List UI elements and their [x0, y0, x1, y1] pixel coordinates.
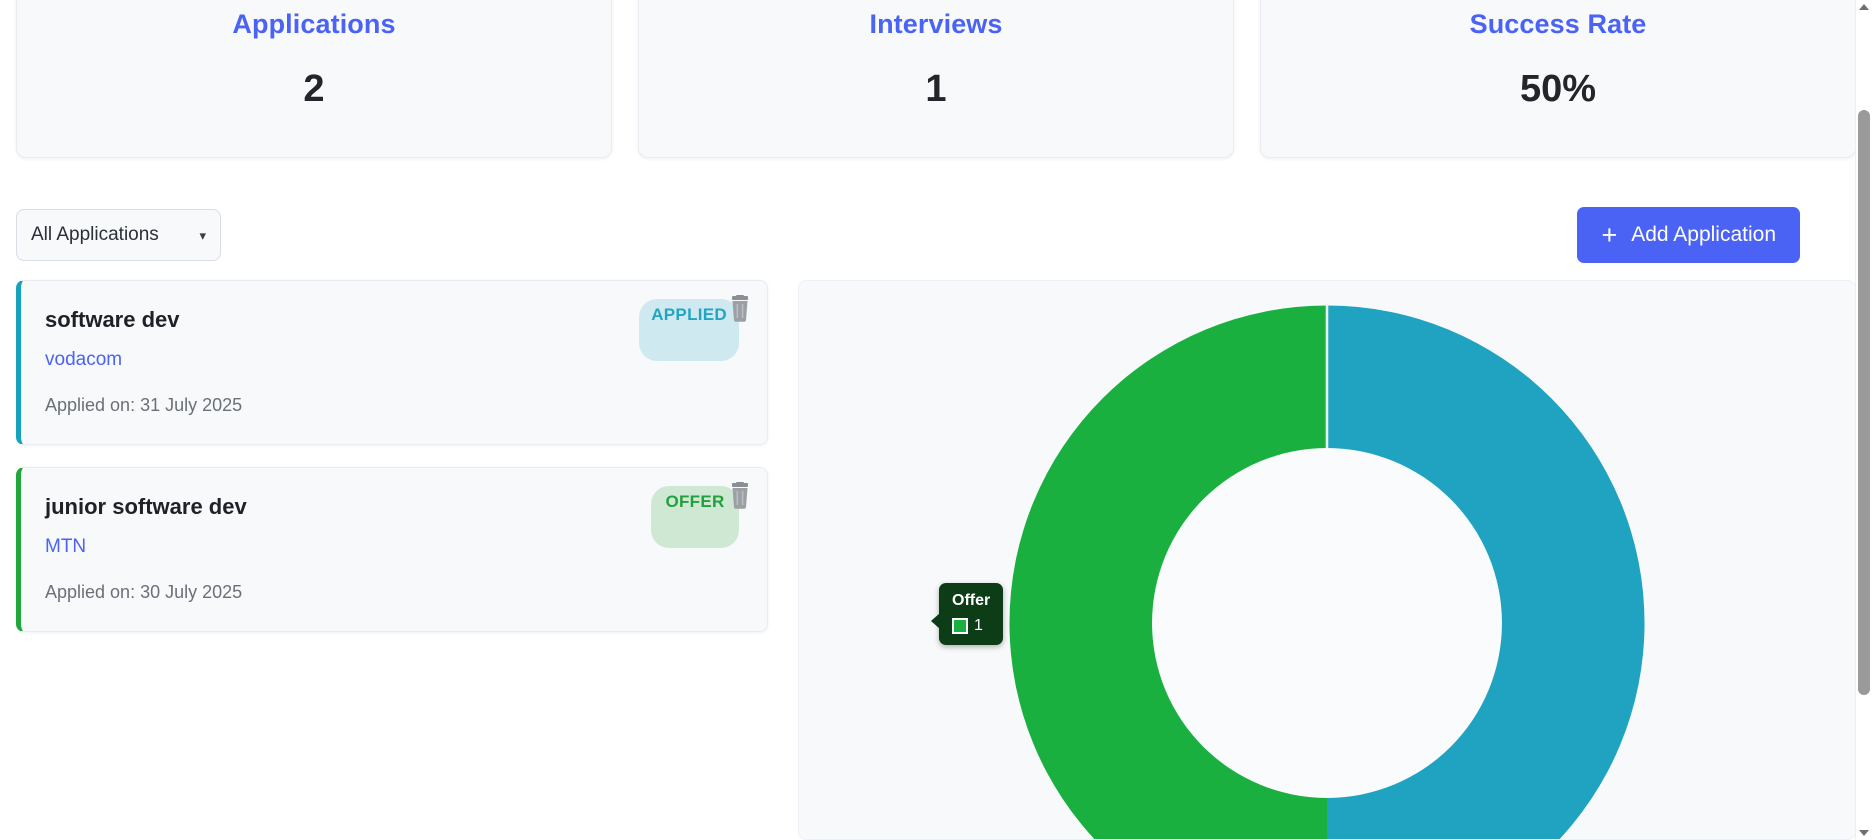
stat-value: 2 — [303, 68, 325, 110]
donut-hole — [1152, 448, 1502, 798]
main-content: software dev vodacom Applied on: 31 July… — [0, 280, 1872, 840]
status-badge: OFFER — [651, 486, 739, 548]
trash-icon — [732, 482, 748, 509]
toolbar: All Applications ▾ + Add Application — [0, 190, 1872, 280]
scroll-down-arrow-icon[interactable] — [1859, 830, 1869, 836]
stat-card-interviews: Interviews 1 — [638, 0, 1234, 158]
application-applied-date: Applied on: 30 July 2025 — [45, 582, 243, 602]
application-card[interactable]: junior software dev MTN Applied on: 30 J… — [16, 467, 768, 632]
add-application-button[interactable]: + Add Application — [1577, 207, 1800, 263]
status-badge: APPLIED — [639, 299, 739, 361]
trash-icon — [732, 295, 748, 322]
donut-chart — [1003, 299, 1651, 840]
chevron-down-icon: ▾ — [199, 227, 206, 243]
stat-title: Success Rate — [1469, 9, 1647, 39]
stat-title: Interviews — [869, 9, 1003, 39]
chart-tooltip: Offer 1 — [930, 583, 1004, 645]
plus-icon: + — [1601, 219, 1618, 250]
chart-tooltip-swatch-icon — [952, 618, 968, 634]
application-card[interactable]: software dev vodacom Applied on: 31 July… — [16, 280, 768, 445]
application-company[interactable]: vodacom — [45, 349, 123, 370]
chart-tooltip-row: 1 — [952, 617, 990, 635]
chart-tooltip-title: Offer — [952, 592, 991, 609]
application-applied-date: Applied on: 31 July 2025 — [45, 395, 243, 415]
stat-title: Applications — [232, 9, 396, 39]
application-company[interactable]: MTN — [45, 536, 87, 557]
filter-select-value: All Applications — [31, 224, 159, 245]
donut-chart-svg[interactable] — [1003, 299, 1651, 840]
scrollbar-thumb[interactable] — [1858, 110, 1870, 695]
page-scrollbar[interactable] — [1855, 0, 1872, 840]
stat-card-success-rate: Success Rate 50% — [1260, 0, 1856, 158]
application-role: software dev — [45, 307, 180, 332]
delete-application-button[interactable] — [727, 295, 753, 323]
status-badge-label: APPLIED — [651, 305, 727, 324]
application-role: junior software dev — [45, 494, 247, 519]
delete-application-button[interactable] — [727, 482, 753, 510]
chart-tooltip-value: 1 — [974, 617, 983, 634]
stats-row: Applications 2 Interviews 1 Success Rate… — [0, 0, 1872, 190]
application-list: software dev vodacom Applied on: 31 July… — [16, 280, 768, 654]
applications-filter-select[interactable]: All Applications ▾ — [16, 209, 221, 261]
stat-value: 50% — [1519, 68, 1597, 110]
stat-card-applications: Applications 2 — [16, 0, 612, 158]
status-badge-label: OFFER — [665, 492, 725, 511]
add-application-label: Add Application — [1631, 223, 1776, 246]
stat-value: 1 — [925, 68, 947, 110]
scroll-up-arrow-icon[interactable] — [1859, 4, 1869, 10]
status-breakdown-chart-panel: Offer 1 — [798, 280, 1856, 840]
